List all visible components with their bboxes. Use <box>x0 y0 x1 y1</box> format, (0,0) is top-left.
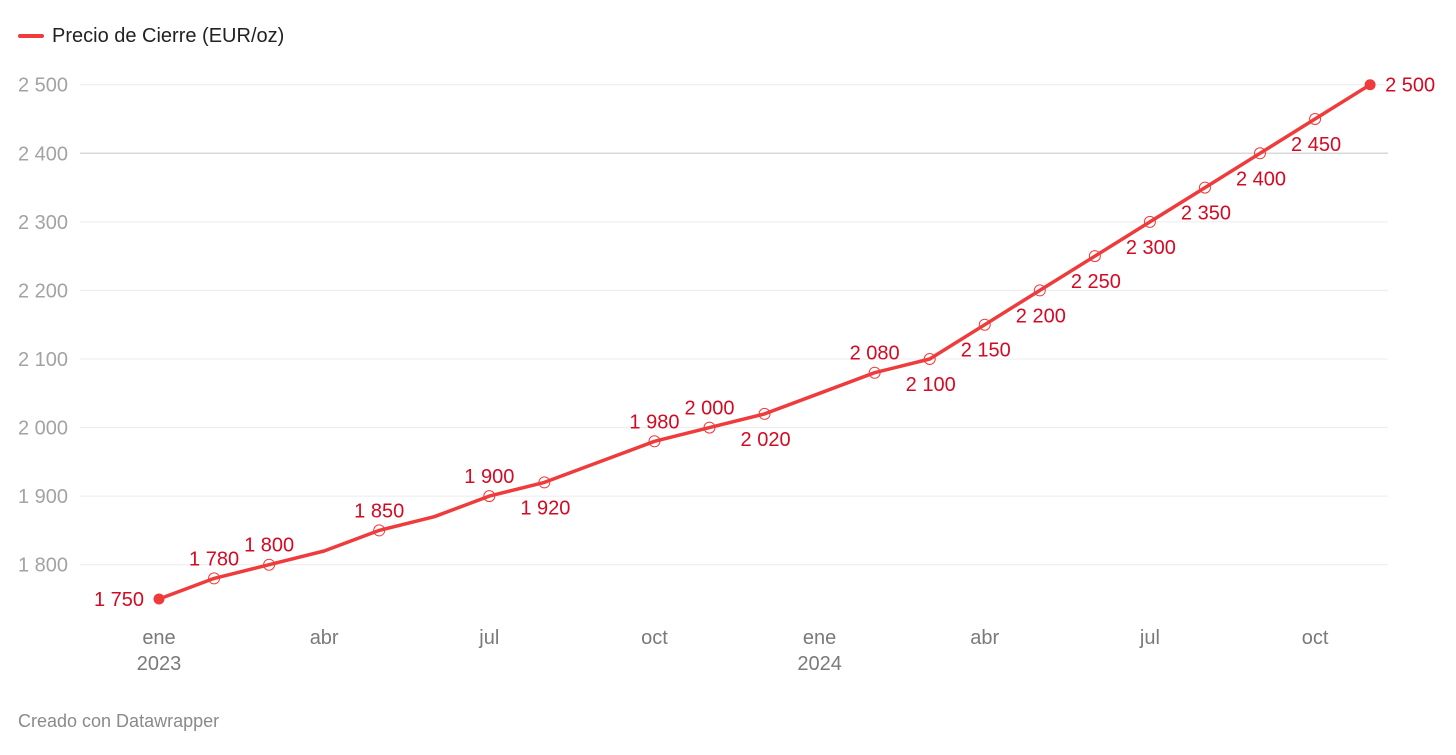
legend-label: Precio de Cierre (EUR/oz) <box>52 24 285 47</box>
gridlines <box>80 84 1388 566</box>
data-point <box>1088 250 1101 263</box>
data-label: 2 250 <box>1071 271 1121 293</box>
series-line <box>157 82 1372 601</box>
data-label: 1 780 <box>189 548 239 570</box>
chart-legend: Precio de Cierre (EUR/oz) <box>18 22 284 50</box>
y-tick-label: 2 300 <box>18 212 68 234</box>
data-point <box>923 353 936 366</box>
data-label: 2 100 <box>906 374 956 396</box>
data-label: 2 150 <box>961 340 1011 362</box>
data-point-end <box>1364 79 1376 91</box>
x-tick-year: 2024 <box>797 653 842 675</box>
data-label: 2 080 <box>850 343 900 365</box>
data-label: 1 800 <box>244 535 294 557</box>
x-tick-label: jul <box>1139 627 1160 649</box>
line-chart: 1 800 1 900 2 000 2 100 2 200 2 300 2 400 2 500… <box>18 75 1435 675</box>
data-label: 1 900 <box>464 466 514 488</box>
data-point <box>1033 284 1046 297</box>
y-tick-label: 2 100 <box>18 349 68 371</box>
x-tick-year: 2023 <box>137 653 182 675</box>
data-point <box>1309 113 1322 126</box>
data-point <box>703 421 716 434</box>
data-point <box>373 524 386 537</box>
y-tick-label: 1 800 <box>18 555 68 577</box>
x-axis-ticks: ene 2023 abr jul oct ene 2024 abr jul oct <box>137 627 1329 675</box>
data-point <box>758 407 771 420</box>
data-label: 2 350 <box>1181 203 1231 225</box>
data-point <box>263 558 276 571</box>
data-point <box>1254 147 1266 160</box>
x-tick-label: abr <box>310 627 339 649</box>
legend-swatch <box>18 34 44 38</box>
data-point <box>978 318 991 331</box>
data-label: 1 850 <box>354 500 404 522</box>
footer-credit: Creado con Datawrapper <box>18 711 220 731</box>
y-tick-label: 2 200 <box>18 280 68 302</box>
data-label: 2 450 <box>1291 134 1341 156</box>
data-point <box>1143 215 1156 228</box>
y-tick-label: 2 500 <box>18 75 68 97</box>
data-point <box>1198 181 1211 194</box>
data-label: 2 400 <box>1236 168 1286 190</box>
y-tick-label: 2 000 <box>18 418 68 440</box>
x-tick-label: ene <box>142 627 175 649</box>
y-axis-ticks: 1 800 1 900 2 000 2 100 2 200 2 300 2 400 2 500 <box>18 75 68 577</box>
data-label: 1 980 <box>629 411 679 433</box>
data-points <box>153 79 1376 605</box>
data-label: 1 920 <box>520 497 570 519</box>
data-label: 2 500 <box>1385 75 1435 97</box>
data-label: 1 750 <box>94 589 144 611</box>
data-point <box>538 476 551 489</box>
data-label: 2 200 <box>1016 305 1066 327</box>
y-tick-label: 1 900 <box>18 486 68 508</box>
data-point-end <box>153 593 165 605</box>
y-tick-label: 2 400 <box>18 143 68 165</box>
data-label: 2 300 <box>1126 237 1176 259</box>
x-tick-label: ene <box>803 627 836 649</box>
x-tick-label: oct <box>641 627 668 649</box>
data-point <box>483 490 496 503</box>
x-tick-label: abr <box>970 627 999 649</box>
data-label: 2 000 <box>684 398 734 420</box>
x-tick-label: jul <box>478 627 499 649</box>
x-tick-label: oct <box>1302 627 1329 649</box>
data-label: 2 020 <box>741 429 791 451</box>
data-point <box>208 572 221 585</box>
data-point <box>648 435 661 448</box>
data-point <box>868 366 881 379</box>
